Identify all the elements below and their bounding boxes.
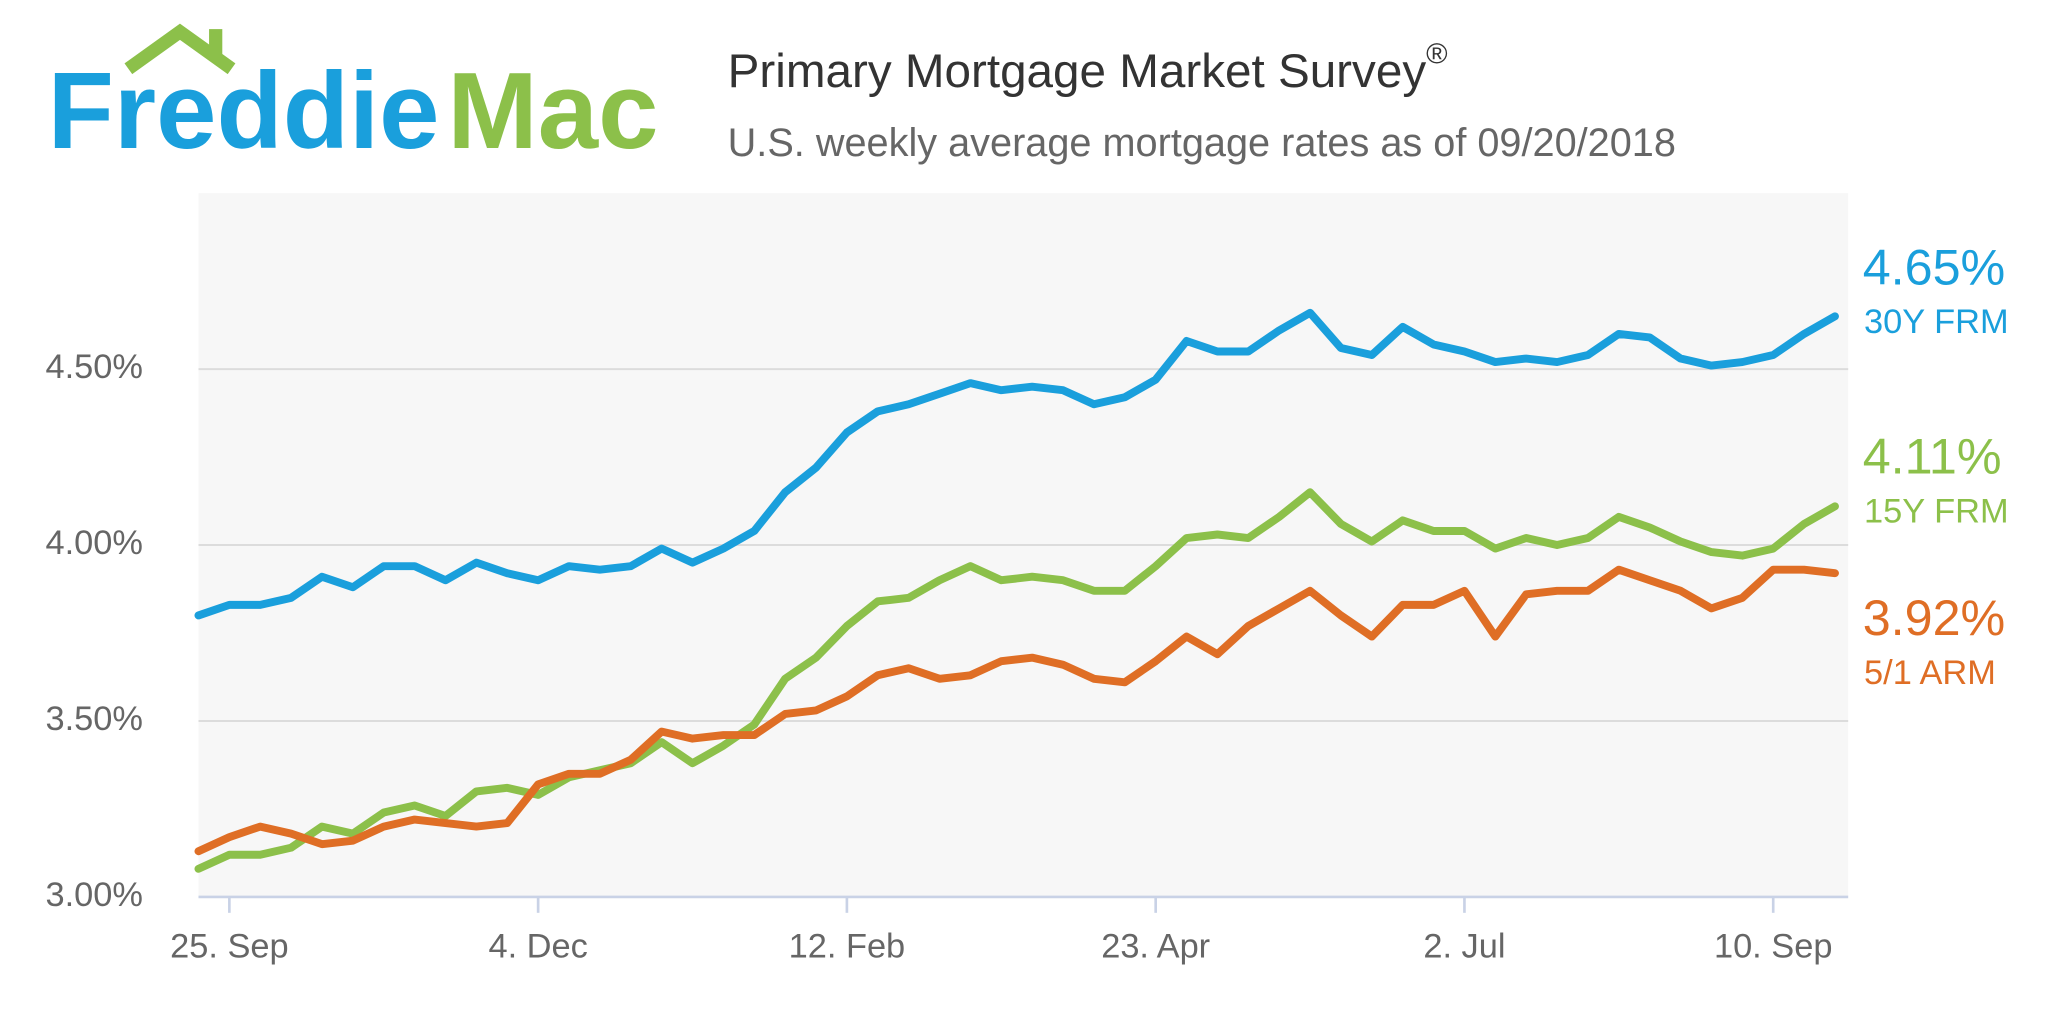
end-value-label: 4.65% xyxy=(1863,238,2006,295)
logo: FreddieMac xyxy=(48,23,659,171)
x-tick-label: 12. Feb xyxy=(789,928,906,966)
series-line xyxy=(194,565,1839,856)
legend-label: 30Y FRM xyxy=(1864,303,2009,341)
x-tick-label: 25. Sep xyxy=(170,928,289,966)
end-value-label: 3.92% xyxy=(1863,589,2006,646)
y-tick-label: 4.50% xyxy=(45,348,142,386)
series-line xyxy=(194,308,1839,620)
x-tick-label: 4. Dec xyxy=(488,928,587,966)
legend-label: 15Y FRM xyxy=(1864,492,2009,530)
title-text: Primary Mortgage Market Survey xyxy=(728,45,1427,98)
series-line xyxy=(194,488,1839,873)
title-superscript: ® xyxy=(1426,38,1447,70)
y-tick-label: 3.00% xyxy=(45,876,142,914)
logo-right: Mac xyxy=(447,50,658,171)
chart-title: Primary Mortgage Market Survey® xyxy=(728,38,1448,97)
chart-subtitle: U.S. weekly average mortgage rates as of… xyxy=(728,121,1676,165)
x-tick-label: 23. Apr xyxy=(1101,928,1210,966)
y-tick-label: 3.50% xyxy=(45,700,142,738)
logo-left: Freddie xyxy=(48,50,440,171)
x-tick-label: 10. Sep xyxy=(1714,928,1833,966)
end-value-label: 4.11% xyxy=(1863,428,2002,485)
logo-text: FreddieMac xyxy=(48,50,659,171)
logo-chimney xyxy=(209,29,223,59)
y-tick-label: 4.00% xyxy=(45,524,142,562)
x-tick-label: 2. Jul xyxy=(1423,928,1505,966)
legend-label: 5/1 ARM xyxy=(1864,654,1996,692)
